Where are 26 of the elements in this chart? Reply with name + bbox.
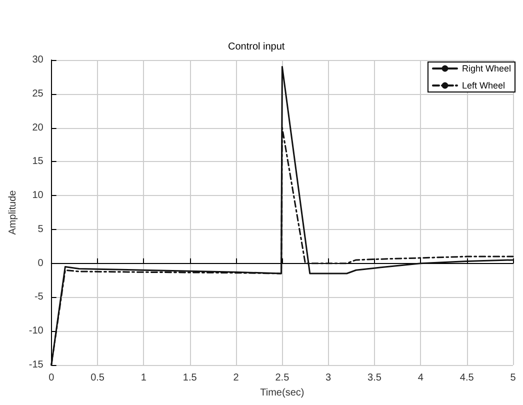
text: Control input — [228, 42, 285, 52]
y-axis-title: Amplitude — [8, 190, 18, 235]
y-tick-label: 0 — [38, 258, 44, 269]
x-tick-label: 4 — [418, 372, 424, 384]
x-tick-label: 1.5 — [182, 372, 198, 384]
x-tick-label: 3 — [326, 372, 332, 384]
y-tick-label: -10 — [28, 326, 44, 337]
y-tick-label: 30 — [32, 54, 44, 66]
y-tick-label: 10 — [32, 190, 44, 202]
x-tick-label: 2 — [233, 372, 240, 384]
x-tick-label: 2.5 — [275, 372, 290, 384]
legend-label: Right Wheel — [462, 64, 512, 74]
x-tick-label: 3.5 — [368, 372, 382, 384]
x-tick-label: 0.5 — [90, 372, 105, 384]
y-tick-label: -5 — [34, 292, 44, 303]
y-tick-label: 5 — [38, 224, 44, 235]
legend-label: Left Wheel — [462, 80, 506, 90]
x-tick-label: 4.5 — [460, 372, 474, 384]
y-tick-label: 20 — [32, 122, 44, 134]
y-tick-label: 25 — [32, 88, 44, 100]
x-axis-title: Time(sec) — [260, 387, 304, 398]
x-tick-label: 0 — [48, 372, 55, 384]
x-tick-label: 5 — [510, 372, 516, 384]
y-tick-label: -15 — [28, 360, 44, 370]
x-tick-label: 1 — [140, 372, 147, 384]
y-tick-label: 15 — [32, 156, 44, 168]
